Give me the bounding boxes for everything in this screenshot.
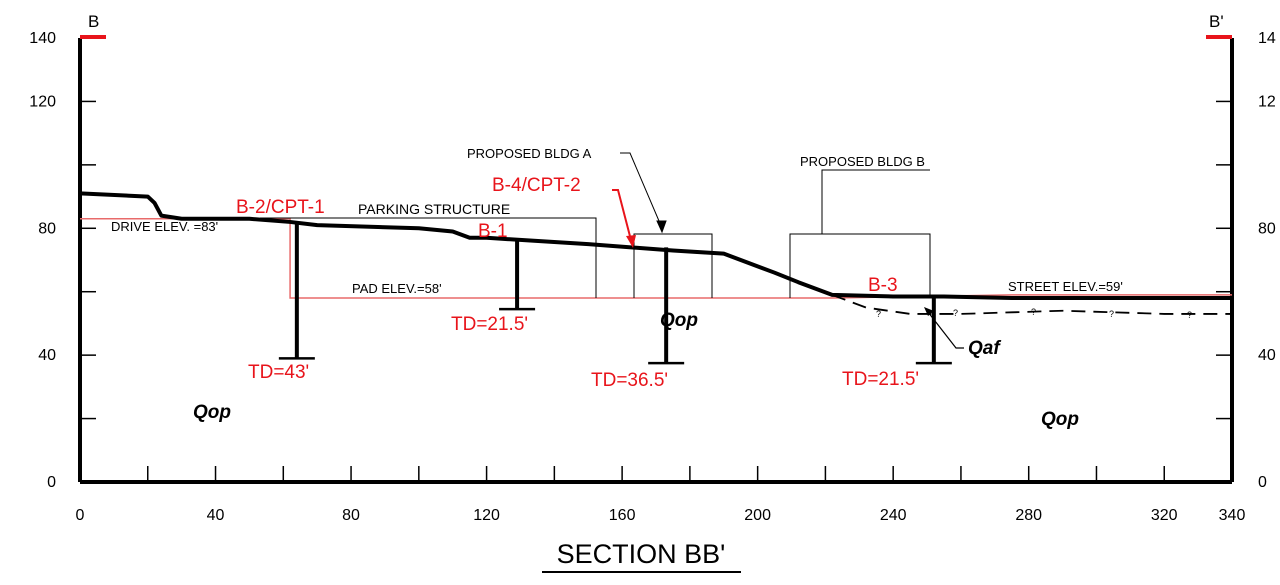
y-tick-label-right: 40 — [1258, 347, 1276, 364]
fill-contact-line — [831, 294, 1232, 315]
parking-structure-label: PARKING STRUCTURE — [358, 201, 510, 217]
qaf-leader — [924, 307, 964, 349]
street-elevation-label: STREET ELEV.=59' — [1008, 279, 1123, 294]
uncertain-mark-1: ? — [876, 309, 881, 319]
pad-elevation-label: PAD ELEV.=58' — [352, 281, 442, 296]
y-tick-label-right: 80 — [1258, 220, 1276, 237]
x-tick-label: 340 — [1219, 507, 1246, 524]
proposed-bldg-a — [620, 152, 713, 298]
boring-td-label: TD=21.5' — [842, 369, 919, 390]
boring-id-label: B-4/CPT-2 — [492, 175, 581, 196]
proposed-bldg-b — [789, 169, 931, 298]
y-tick-label: 140 — [29, 30, 56, 47]
x-tick-label: 80 — [342, 507, 360, 524]
uncertain-mark-4: ? — [1109, 309, 1114, 319]
x-tick-label: 0 — [76, 507, 85, 524]
y-tick-label-right: 14 — [1258, 30, 1276, 47]
boring-id-label: B-3 — [868, 275, 898, 296]
x-tick-label: 120 — [473, 507, 500, 524]
boring-id-label: B-2/CPT-1 — [236, 197, 325, 218]
geology-qop-mid: Qop — [660, 310, 698, 331]
y-tick-label: 80 — [38, 220, 56, 237]
x-tick-label: 320 — [1151, 507, 1178, 524]
uncertain-mark-3: ? — [1031, 307, 1036, 317]
y-tick-label: 40 — [38, 347, 56, 364]
section-end-label: B' — [1209, 12, 1224, 31]
drive-elevation-label: DRIVE ELEV. =83' — [111, 219, 218, 234]
x-tick-label: 200 — [744, 507, 771, 524]
existing-ground-line — [79, 191, 1232, 301]
section-title: SECTION BB' — [557, 539, 726, 569]
geology-qaf: Qaf — [968, 338, 1001, 359]
x-tick-label: 280 — [1015, 507, 1042, 524]
parking-structure — [260, 217, 597, 298]
boring-td-label: TD=43' — [248, 362, 309, 383]
section-start-label: B — [88, 12, 99, 31]
proposed-bldg-a-label: PROPOSED BLDG A — [467, 146, 592, 161]
geology-qop-left: Qop — [193, 402, 231, 423]
uncertain-mark-5: ? — [1187, 310, 1192, 320]
y-tick-label-right: 0 — [1258, 474, 1267, 491]
y-tick-label: 0 — [47, 474, 56, 491]
x-tick-label: 240 — [880, 507, 907, 524]
geology-qop-right: Qop — [1041, 409, 1079, 430]
x-tick-label: 40 — [207, 507, 225, 524]
x-tick-label: 160 — [609, 507, 636, 524]
uncertain-mark-2: ? — [953, 308, 958, 318]
y-tick-label-right: 12 — [1258, 93, 1276, 110]
boring-id-label: B-1 — [478, 221, 508, 242]
y-tick-label: 120 — [29, 93, 56, 110]
boring-td-label: TD=36.5' — [591, 370, 668, 391]
proposed-bldg-b-label: PROPOSED BLDG B — [800, 154, 925, 169]
b4-leader-arrow — [612, 189, 636, 248]
boring-td-label: TD=21.5' — [451, 314, 528, 335]
